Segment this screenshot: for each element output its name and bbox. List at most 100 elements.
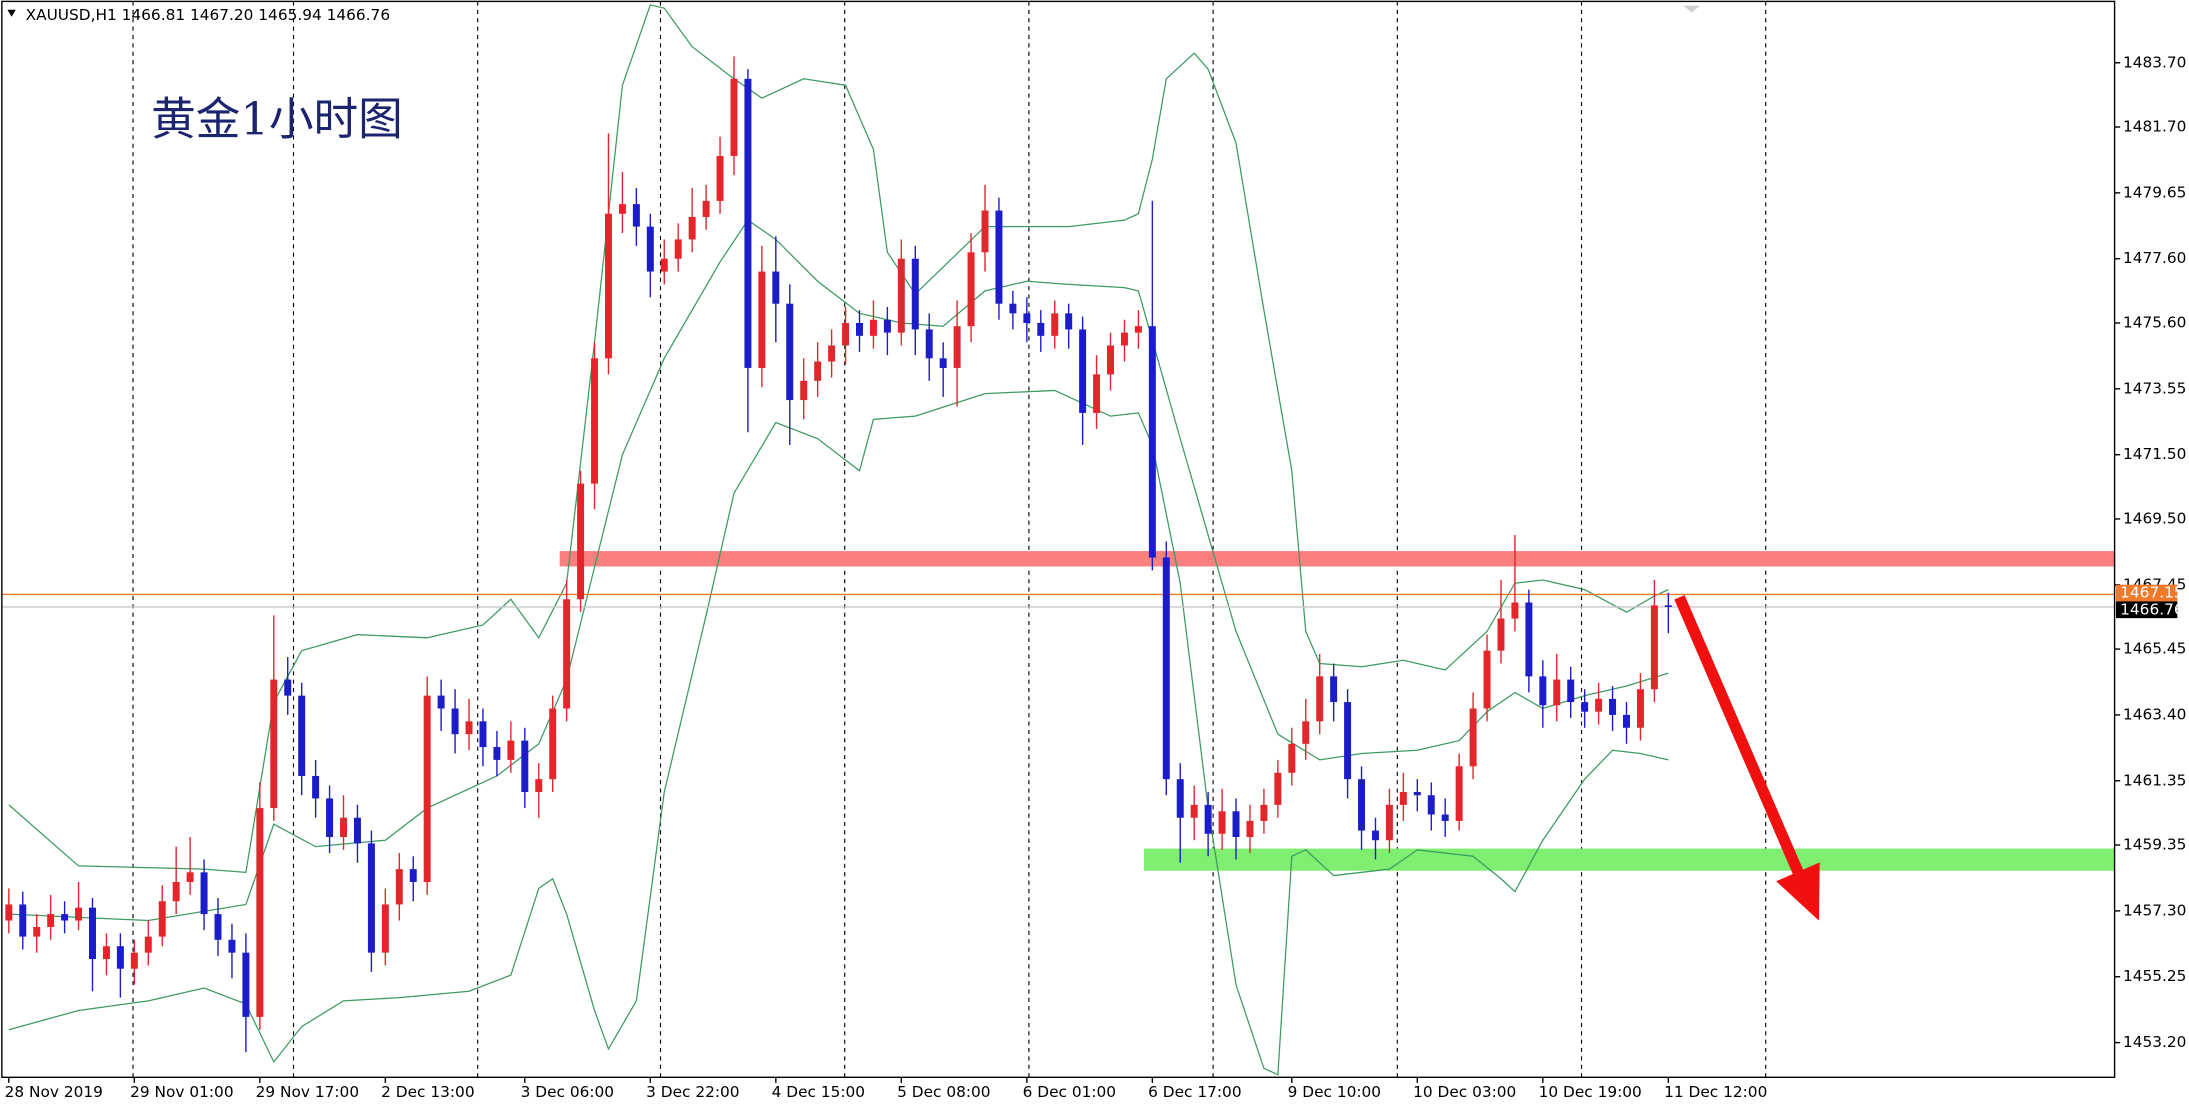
y-tick-label: 1461.35 — [2123, 771, 2186, 789]
candle-body — [1120, 332, 1128, 346]
candle-body — [19, 904, 27, 937]
candle-body — [995, 210, 1003, 304]
y-tick-label: 1469.50 — [2123, 509, 2186, 527]
candle-body — [1358, 779, 1366, 831]
candle-body — [1427, 795, 1435, 815]
candle-body — [772, 271, 780, 304]
candle-body — [326, 798, 334, 837]
shift-marker — [1683, 5, 1701, 13]
candle-body — [172, 881, 180, 902]
y-tick-label: 1453.20 — [2123, 1033, 2186, 1051]
candle-body — [577, 483, 585, 600]
candle-body — [144, 936, 152, 953]
x-tick-label: 4 Dec 15:00 — [772, 1083, 865, 1101]
candle-body — [842, 322, 850, 346]
forecast-arrow — [1674, 595, 1820, 921]
candle-body — [1190, 804, 1198, 818]
y-tick-label: 1471.50 — [2123, 445, 2186, 463]
candle-body — [340, 817, 348, 837]
candle-body — [270, 679, 278, 809]
candle-body — [1023, 313, 1031, 323]
candle-body — [1162, 557, 1170, 780]
candle-body — [1302, 721, 1310, 744]
candle-body — [353, 817, 361, 844]
y-tick-label: 1479.65 — [2123, 183, 2186, 201]
x-tick-label: 29 Nov 01:00 — [130, 1083, 233, 1101]
candle-body — [911, 258, 919, 330]
candle-body — [1093, 374, 1101, 413]
candle-body — [102, 946, 110, 960]
x-tick-label: 11 Dec 12:00 — [1664, 1083, 1767, 1101]
candle-body — [758, 271, 766, 368]
x-tick-label: 10 Dec 03:00 — [1413, 1083, 1516, 1101]
candle-body — [814, 361, 822, 381]
candle-body — [395, 869, 403, 905]
candle-body — [381, 904, 389, 953]
candle-body — [925, 329, 933, 359]
candle-body — [1567, 679, 1575, 703]
candle-body — [604, 213, 612, 359]
axes: 1483.70 1481.70 1479.65 1477.60 1475.60 1473.… — [5, 53, 2187, 1101]
x-tick-label: 29 Nov 17:00 — [256, 1083, 359, 1101]
candle-body — [535, 779, 543, 793]
candle-body — [493, 747, 501, 760]
candle-body — [214, 914, 222, 940]
candle-body — [618, 204, 626, 214]
candle-body — [1664, 605, 1672, 607]
candle-body — [744, 78, 752, 368]
level-zone — [559, 551, 2115, 567]
candle-body — [1399, 792, 1407, 805]
candle-body — [1385, 804, 1393, 841]
candle-body — [702, 200, 710, 217]
y-tick-label: 1481.70 — [2123, 118, 2186, 136]
candle-body — [1636, 689, 1644, 728]
candle-body — [1483, 650, 1491, 709]
y-tick-label: 1473.55 — [2123, 379, 2186, 397]
candle-body — [1079, 329, 1087, 413]
candle-body — [1441, 814, 1449, 821]
bollinger-band — [8, 389, 1669, 1076]
candle-body — [437, 695, 445, 709]
price-label: 1467.15 — [2120, 584, 2183, 602]
y-tick-label: 1459.35 — [2123, 836, 2186, 854]
candle-body — [1371, 830, 1379, 841]
price-label-box — [2115, 584, 2178, 602]
candle-body — [646, 226, 654, 272]
candle-body — [1469, 708, 1477, 767]
candle-body — [1148, 326, 1156, 558]
x-tick-label: 5 Dec 08:00 — [897, 1083, 990, 1101]
candle-body — [33, 926, 41, 937]
candle-body — [1595, 698, 1603, 712]
candle-body — [883, 319, 891, 333]
candle-body — [1009, 303, 1017, 314]
candle-body — [1623, 714, 1630, 728]
candle-body — [1218, 811, 1226, 834]
candle-body — [228, 939, 236, 953]
candle-body — [130, 952, 138, 969]
candle-body — [1176, 779, 1184, 818]
candle-body — [1650, 605, 1658, 690]
candle-body — [1051, 313, 1059, 336]
x-tick-label: 3 Dec 06:00 — [521, 1083, 614, 1101]
candle-body — [1344, 702, 1352, 780]
plot — [1, 4, 2115, 1076]
candle-body — [730, 78, 738, 156]
candle-body — [5, 904, 13, 921]
symbol-header: XAUUSD,H1 1466.81 1467.20 1465.94 1466.7… — [26, 6, 391, 24]
y-tick-label: 1483.70 — [2123, 53, 2186, 71]
candle-body — [591, 358, 599, 484]
candle-body — [1134, 326, 1142, 333]
candle-body — [856, 322, 863, 336]
candle-body — [563, 599, 571, 709]
candle-body — [1246, 820, 1254, 837]
y-tick-label: 1457.30 — [2123, 901, 2186, 919]
candle-body — [1609, 698, 1617, 715]
candle-body — [1232, 811, 1240, 837]
level-zone — [1143, 848, 2115, 871]
candle-body — [242, 952, 250, 1017]
candle-body — [1413, 792, 1421, 796]
plot-frame — [1, 0, 2116, 1078]
candle-body — [1204, 804, 1212, 834]
chart-title: 黄金1小时图 — [151, 93, 403, 145]
candle-body — [1065, 313, 1073, 330]
